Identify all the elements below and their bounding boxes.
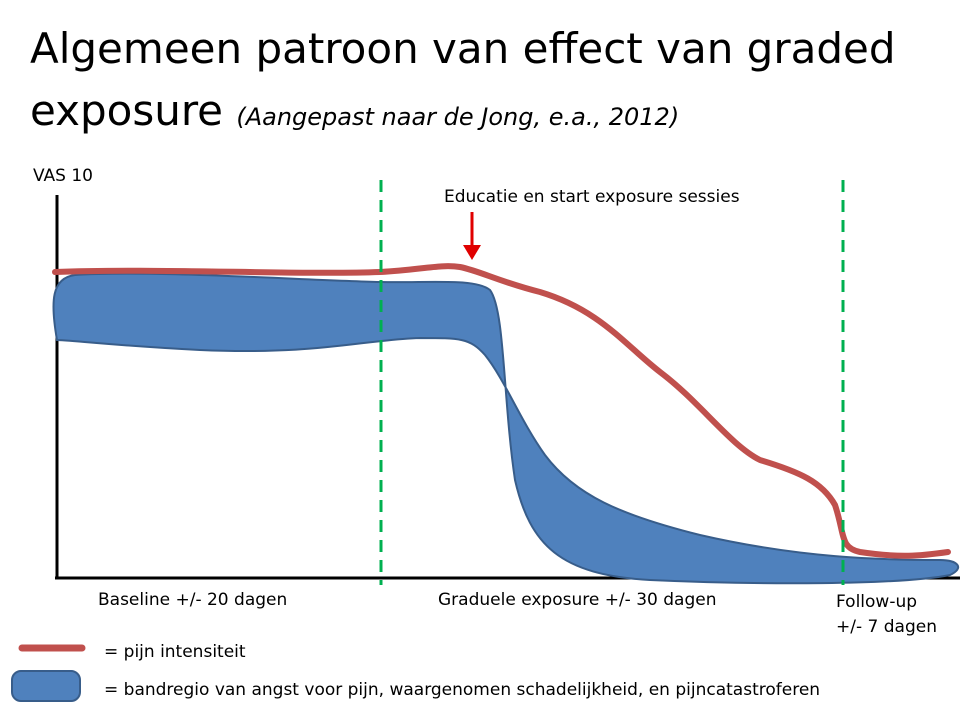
phase-label: Follow-up +/- 7 dagen xyxy=(836,592,937,637)
legend-label: = bandregio van angst voor pijn, waargen… xyxy=(104,680,821,700)
pain-line xyxy=(52,263,951,559)
title-text: Algemeen patroon van effect van graded e… xyxy=(30,24,896,135)
band-region xyxy=(52,272,960,585)
phase-label: Graduele exposure +/- 30 dagen xyxy=(438,590,717,610)
arrow-head xyxy=(463,245,481,260)
annotation: Educatie en start exposure sessies xyxy=(444,187,740,207)
y-label: VAS 10 xyxy=(33,166,93,186)
subtitle: (Aangepast naar de Jong, e.a., 2012) xyxy=(236,103,680,131)
phase-label: Baseline +/- 20 dagen xyxy=(98,590,288,610)
legend-label: = pijn intensiteit xyxy=(104,642,246,662)
title: Algemeen patroon van effect van graded e… xyxy=(30,18,925,148)
legend-swatch xyxy=(11,670,81,702)
